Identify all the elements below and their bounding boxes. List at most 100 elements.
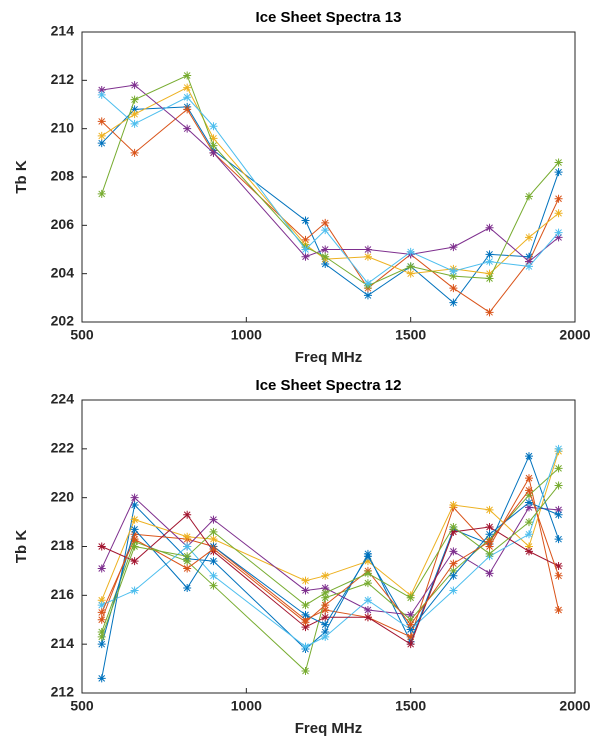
marker	[209, 134, 218, 143]
x-axis-label: Freq MHz	[295, 349, 363, 366]
marker	[97, 90, 106, 99]
marker	[485, 269, 494, 278]
marker	[554, 158, 563, 167]
marker	[209, 557, 218, 566]
marker	[449, 522, 458, 531]
y-axis-label: Tb K	[13, 160, 30, 193]
marker	[321, 627, 330, 636]
marker	[321, 605, 330, 614]
marker	[209, 122, 218, 131]
y-tick-label: 212	[51, 684, 75, 700]
series-line	[101, 106, 560, 304]
marker	[485, 274, 494, 283]
marker	[209, 581, 218, 590]
y-tick-label: 202	[51, 313, 75, 329]
y-tick-label: 204	[51, 264, 75, 280]
marker	[449, 284, 458, 293]
marker	[524, 474, 533, 483]
marker	[554, 571, 563, 580]
marker	[449, 500, 458, 509]
marker	[485, 308, 494, 317]
marker	[554, 464, 563, 473]
marker	[130, 110, 139, 119]
marker	[554, 562, 563, 571]
chart-title: Ice Sheet Spectra 13	[256, 9, 402, 26]
marker	[209, 544, 218, 553]
series-line	[101, 496, 559, 616]
marker	[449, 298, 458, 307]
marker	[406, 269, 415, 278]
marker	[130, 542, 139, 551]
marker	[130, 105, 139, 114]
marker	[130, 95, 139, 104]
marker	[485, 257, 494, 266]
marker	[363, 579, 372, 588]
marker	[130, 493, 139, 502]
marker	[301, 216, 310, 225]
marker	[449, 566, 458, 575]
marker	[485, 223, 494, 232]
series-line	[101, 108, 560, 314]
marker	[406, 620, 415, 629]
marker	[321, 584, 330, 593]
marker	[97, 131, 106, 140]
marker	[321, 632, 330, 641]
marker	[321, 601, 330, 610]
y-tick-label: 218	[51, 537, 75, 553]
marker	[301, 610, 310, 619]
y-tick-label: 206	[51, 216, 75, 232]
marker	[449, 243, 458, 252]
marker	[130, 530, 139, 539]
marker	[97, 117, 106, 126]
marker	[209, 535, 218, 544]
marker	[554, 228, 563, 237]
marker	[554, 233, 563, 242]
y-tick-label: 210	[51, 119, 75, 135]
marker	[97, 542, 106, 551]
marker	[209, 148, 218, 157]
marker	[301, 235, 310, 244]
marker	[183, 532, 192, 541]
series-line	[101, 489, 560, 626]
series-line	[101, 451, 560, 601]
marker	[363, 613, 372, 622]
marker	[130, 119, 139, 128]
marker	[485, 569, 494, 578]
marker	[301, 667, 310, 676]
marker	[524, 518, 533, 527]
marker	[524, 233, 533, 242]
marker	[321, 613, 330, 622]
marker	[449, 559, 458, 568]
marker	[554, 444, 563, 453]
marker	[130, 557, 139, 566]
marker	[485, 522, 494, 531]
y-axis-label: Tb K	[13, 530, 30, 563]
marker	[209, 141, 218, 150]
marker	[485, 530, 494, 539]
marker	[554, 605, 563, 614]
marker	[406, 615, 415, 624]
marker	[321, 245, 330, 254]
marker	[524, 452, 533, 461]
marker	[554, 168, 563, 177]
x-tick-label: 1000	[231, 327, 262, 343]
y-tick-label: 212	[51, 71, 75, 87]
marker	[363, 291, 372, 300]
marker	[321, 593, 330, 602]
marker	[554, 209, 563, 218]
series-line	[101, 86, 559, 275]
marker	[554, 535, 563, 544]
marker	[321, 620, 330, 629]
marker	[406, 625, 415, 634]
marker	[485, 505, 494, 514]
marker	[485, 542, 494, 551]
marker	[363, 552, 372, 561]
x-tick-label: 1000	[231, 698, 262, 714]
chart-title: Ice Sheet Spectra 12	[256, 377, 402, 394]
marker	[97, 564, 106, 573]
marker	[183, 557, 192, 566]
y-tick-label: 208	[51, 168, 75, 184]
marker	[321, 571, 330, 580]
marker	[97, 632, 106, 641]
